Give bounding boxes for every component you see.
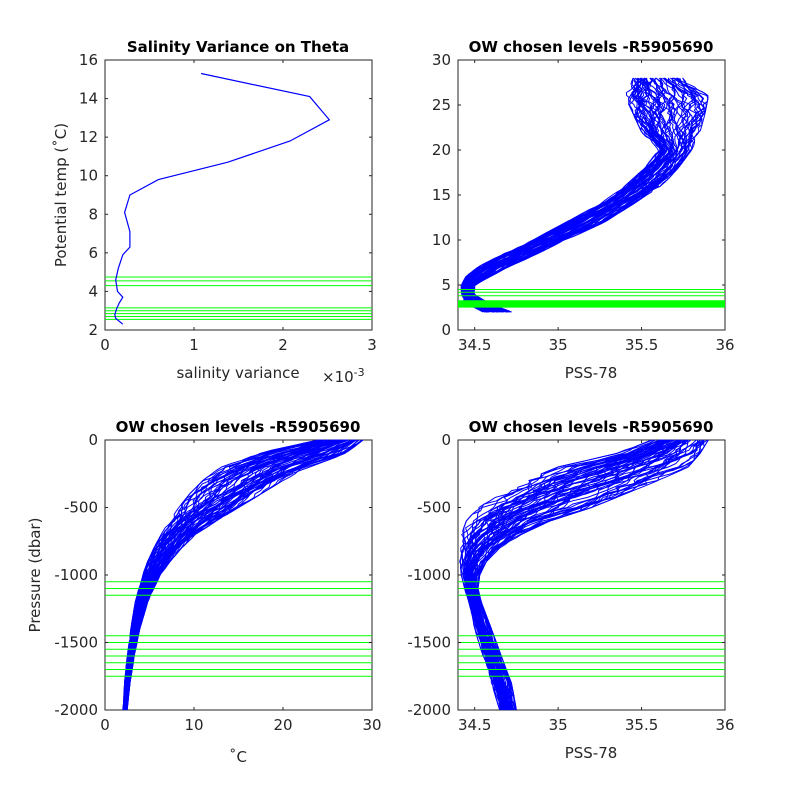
y-tick-label: 16 [79, 51, 98, 69]
y-tick-label: -1500 [54, 634, 98, 652]
x-tick-label: 1 [189, 336, 199, 354]
panel-1-x-exponent-power: -3 [354, 366, 365, 379]
x-tick-label: 35 [549, 716, 568, 734]
panel-3-xlabel: ˚C [229, 748, 247, 766]
panel-1-frame [104, 59, 373, 331]
profile-line [473, 77, 707, 313]
panel-3-chosen-levels [105, 581, 372, 677]
profile-line [470, 439, 678, 711]
y-tick-label: -2000 [407, 701, 451, 719]
profile-line [466, 439, 667, 711]
panel-3-series [122, 439, 364, 711]
x-tick-label: 30 [362, 716, 381, 734]
panel-1-ylabel: Potential temp (˚C) [52, 123, 70, 267]
y-tick-label: -1000 [54, 566, 98, 584]
y-tick-label: 14 [79, 90, 98, 108]
x-tick-label: 10 [184, 716, 203, 734]
y-tick-label: 25 [432, 96, 451, 114]
y-tick-label: 10 [79, 167, 98, 185]
y-tick-label: 0 [88, 431, 98, 449]
panel-4-ticks: 34.5 35 35.5 36 0 -500 -1000 -1500 -2000 [407, 431, 734, 734]
panel-4-title: OW chosen levels -R5905690 [469, 418, 714, 436]
profile-line [460, 77, 666, 313]
profile-line [468, 77, 697, 313]
y-tick-label: 0 [441, 431, 451, 449]
panel-1-series [114, 72, 331, 325]
panel-ow-salinity-theta: 34.5 35 35.5 36 0 5 10 15 20 25 30 OW chosen level… [432, 38, 735, 382]
profile-line [123, 439, 337, 710]
panel-4-chosen-levels [458, 581, 725, 677]
y-tick-label: -1000 [407, 566, 451, 584]
profile-line [473, 439, 688, 711]
panel-2-xlabel: PSS-78 [565, 364, 618, 382]
x-tick-label: 3 [367, 336, 377, 354]
y-tick-label: -2000 [54, 701, 98, 719]
profile-line [463, 77, 670, 313]
panel-3-ticks: 0 10 20 30 0 -500 -1000 -1500 -2000 [54, 431, 381, 734]
panel-3-title: OW chosen levels -R5905690 [116, 418, 361, 436]
x-tick-label: 2 [278, 336, 288, 354]
x-tick-label: 35 [549, 336, 568, 354]
panel-ow-temp-pressure: 0 10 20 30 0 -500 -1000 -1500 -2000 OW chosen le… [26, 418, 382, 766]
profile-line [459, 439, 653, 711]
panel-3-ylabel: Pressure (dbar) [26, 518, 44, 633]
y-tick-label: 2 [88, 321, 98, 339]
profile-line [471, 439, 688, 711]
x-tick-label: 34.5 [458, 716, 491, 734]
profile-line [123, 439, 336, 711]
panel-1-xlabel: salinity variance [176, 364, 299, 382]
panel-ow-salinity-pressure: 34.5 35 35.5 36 0 -500 -1000 -1500 -2000 OW chos… [407, 418, 734, 762]
panel-2-chosen-levels [458, 289, 725, 308]
profile-line [460, 439, 660, 711]
panel-2-frame [457, 59, 726, 331]
y-tick-label: 6 [88, 244, 98, 262]
profile-line [463, 439, 661, 711]
profile-line [463, 77, 667, 313]
profile-line [467, 77, 675, 313]
x-tick-label: 36 [715, 336, 734, 354]
y-tick-label: 15 [432, 186, 451, 204]
panel-2-ticks: 34.5 35 35.5 36 0 5 10 15 20 25 30 [432, 51, 735, 354]
panel-2-title: OW chosen levels -R5905690 [469, 38, 714, 56]
y-tick-label: 5 [441, 276, 451, 294]
panel-2-series [460, 77, 709, 313]
x-tick-label: 35.5 [625, 336, 658, 354]
y-tick-label: 10 [432, 231, 451, 249]
series-line [114, 72, 331, 325]
x-tick-label: 20 [273, 716, 292, 734]
panel-4-xlabel: PSS-78 [565, 744, 618, 762]
panel-4-series [459, 439, 709, 711]
profile-line [126, 439, 359, 711]
panel-1-chosen-levels [105, 276, 372, 320]
panel-1-x-exponent: ×10-3 [322, 366, 365, 386]
profile-line [468, 439, 673, 711]
x-tick-label: 36 [715, 716, 734, 734]
y-tick-label: 8 [88, 205, 98, 223]
y-tick-label: 12 [79, 128, 98, 146]
panel-1-title: Salinity Variance on Theta [127, 38, 349, 56]
x-tick-label: 0 [100, 716, 110, 734]
profile-line [467, 439, 670, 711]
profile-line [469, 77, 682, 313]
profile-line [122, 439, 332, 711]
y-tick-label: 0 [441, 321, 451, 339]
x-tick-label: 0 [100, 336, 110, 354]
x-tick-label: 34.5 [458, 336, 491, 354]
x-tick-label: 35.5 [625, 716, 658, 734]
profile-line [122, 439, 319, 711]
y-tick-label: -1500 [407, 634, 451, 652]
profile-line [469, 77, 702, 313]
y-tick-label: 20 [432, 141, 451, 159]
panel-1-x-exponent-base: ×10 [322, 368, 354, 386]
y-tick-label: -500 [417, 499, 451, 517]
y-tick-label: 4 [88, 282, 98, 300]
profile-line [468, 77, 691, 313]
y-tick-label: -500 [64, 499, 98, 517]
profile-line [124, 439, 339, 711]
y-tick-label: 30 [432, 51, 451, 69]
